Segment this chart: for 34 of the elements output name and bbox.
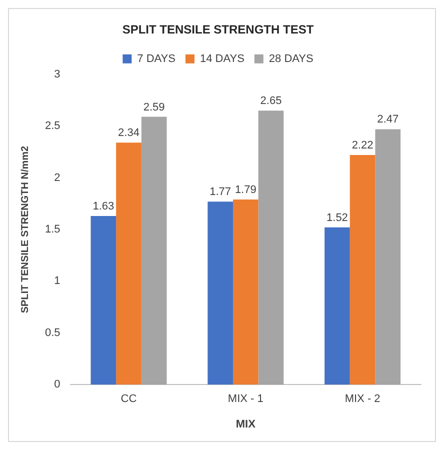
- chart-title: SPLIT TENSILE STRENGTH TEST: [122, 22, 314, 37]
- data-label: 2.59: [143, 101, 165, 114]
- bar: [375, 129, 401, 385]
- y-axis-title: SPLIT TENSILE STRENGTH N/mm2: [20, 145, 31, 314]
- bar: [324, 227, 350, 385]
- data-label: 2.47: [377, 114, 399, 126]
- data-label: 1.52: [326, 212, 348, 224]
- bar: [350, 155, 376, 385]
- y-tick-label: 1.5: [44, 224, 60, 236]
- x-tick-label: MIX - 1: [228, 393, 264, 406]
- data-label: 1.63: [92, 200, 114, 213]
- legend-label: 7 DAYS: [137, 52, 176, 65]
- bar: [116, 142, 142, 385]
- bar: [90, 216, 116, 385]
- y-tick-label: 2: [54, 172, 60, 184]
- data-label: 2.34: [118, 127, 140, 140]
- x-axis-title: MIX: [236, 418, 256, 430]
- bar: [141, 116, 167, 385]
- y-tick-label: 3: [54, 68, 60, 80]
- y-tick-label: 2.5: [44, 120, 60, 132]
- data-label: 2.65: [260, 95, 282, 108]
- data-label: 1.77: [210, 186, 232, 198]
- x-tick-label: MIX - 2: [344, 393, 380, 406]
- bar: [208, 202, 233, 385]
- data-label: 2.22: [352, 140, 374, 152]
- legend-label: 28 DAYS: [268, 52, 314, 65]
- x-tick-label: CC: [120, 393, 137, 406]
- y-tick-label: 0.5: [44, 326, 60, 339]
- y-tick-label: 0: [54, 378, 60, 391]
- y-tick-label: 1: [54, 275, 60, 288]
- bar: [258, 110, 284, 385]
- data-label: 1.79: [234, 184, 256, 196]
- legend-label: 14 DAYS: [200, 52, 244, 65]
- bar: [232, 200, 258, 385]
